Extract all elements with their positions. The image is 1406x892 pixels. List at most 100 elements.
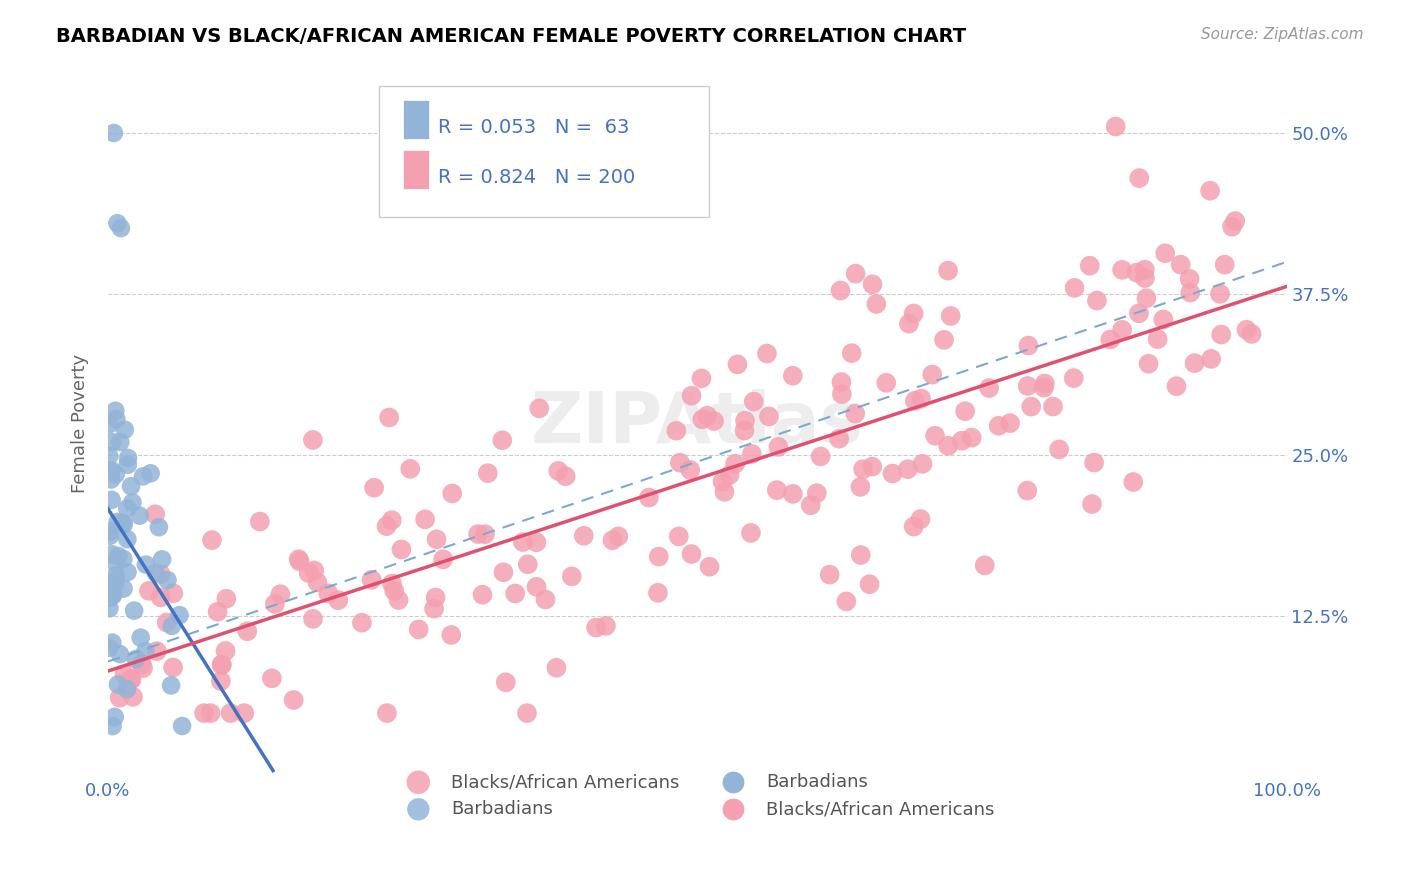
Barbadians <box>98 640 121 655</box>
Blacks/African Americans <box>132 661 155 675</box>
Barbadians <box>103 126 125 140</box>
Blacks/African Americans <box>1085 293 1108 308</box>
Blacks/African Americans <box>288 554 311 568</box>
Blacks/African Americans <box>381 513 404 527</box>
Blacks/African Americans <box>699 559 721 574</box>
Blacks/African Americans <box>1199 184 1222 198</box>
Blacks/African Americans <box>768 440 790 454</box>
Blacks/African Americans <box>249 515 271 529</box>
Blacks/African Americans <box>201 533 224 548</box>
Blacks/African Americans <box>932 333 955 347</box>
Blacks/African Americans <box>1133 271 1156 285</box>
Blacks/African Americans <box>381 576 404 591</box>
Blacks/African Americans <box>143 508 166 522</box>
Blacks/African Americans <box>503 586 526 600</box>
Blacks/African Americans <box>120 672 142 686</box>
Barbadians <box>98 463 121 477</box>
Blacks/African Americans <box>526 535 548 549</box>
Blacks/African Americans <box>953 404 976 418</box>
Blacks/African Americans <box>350 615 373 630</box>
Blacks/African Americans <box>818 567 841 582</box>
Barbadians <box>128 508 150 523</box>
Blacks/African Americans <box>1220 219 1243 234</box>
Barbadians <box>115 682 138 697</box>
Blacks/African Americans <box>669 456 692 470</box>
Barbadians <box>107 677 129 691</box>
Barbadians <box>101 719 124 733</box>
Blacks/African Americans <box>1033 376 1056 391</box>
Barbadians <box>101 635 124 649</box>
Blacks/African Americans <box>858 577 880 591</box>
Blacks/African Americans <box>910 392 932 406</box>
Blacks/African Americans <box>1236 323 1258 337</box>
Blacks/African Americans <box>724 457 747 471</box>
Blacks/African Americans <box>1099 333 1122 347</box>
Blacks/African Americans <box>391 542 413 557</box>
Blacks/African Americans <box>828 432 851 446</box>
Blacks/African Americans <box>734 414 756 428</box>
Blacks/African Americans <box>413 512 436 526</box>
Blacks/African Americans <box>665 424 688 438</box>
Blacks/African Americans <box>904 393 927 408</box>
Blacks/African Americans <box>1063 281 1085 295</box>
Barbadians <box>172 719 194 733</box>
Blacks/African Americans <box>1017 483 1039 498</box>
Barbadians <box>103 578 125 592</box>
Text: ZIPAtlas: ZIPAtlas <box>531 389 863 458</box>
Blacks/African Americans <box>595 619 617 633</box>
Blacks/African Americans <box>998 416 1021 430</box>
Blacks/African Americans <box>387 593 409 607</box>
Blacks/African Americans <box>399 462 422 476</box>
Barbadians <box>111 516 134 530</box>
Blacks/African Americans <box>782 368 804 383</box>
Blacks/African Americans <box>692 412 714 426</box>
Blacks/African Americans <box>696 409 718 423</box>
Blacks/African Americans <box>977 381 1000 395</box>
Blacks/African Americans <box>328 593 350 607</box>
Blacks/African Americans <box>149 591 172 605</box>
Barbadians <box>98 591 121 605</box>
Blacks/African Americans <box>1184 356 1206 370</box>
Barbadians <box>117 565 139 579</box>
Blacks/African Americans <box>474 527 496 541</box>
Blacks/African Americans <box>681 389 703 403</box>
Blacks/African Americans <box>852 462 875 476</box>
Blacks/African Americans <box>495 675 517 690</box>
Blacks/African Americans <box>425 591 447 605</box>
Barbadians <box>120 479 142 493</box>
Barbadians <box>107 549 129 563</box>
Blacks/African Americans <box>1032 381 1054 395</box>
Barbadians <box>107 515 129 529</box>
Blacks/African Americans <box>1083 456 1105 470</box>
Barbadians <box>105 412 128 426</box>
Blacks/African Americans <box>236 624 259 639</box>
Barbadians <box>108 647 131 661</box>
Blacks/African Americans <box>845 267 868 281</box>
Blacks/African Americans <box>648 549 671 564</box>
Blacks/African Americans <box>302 612 325 626</box>
Blacks/African Americans <box>471 588 494 602</box>
Blacks/African Americans <box>1111 263 1133 277</box>
Y-axis label: Female Poverty: Female Poverty <box>72 353 89 492</box>
Blacks/African Americans <box>831 387 853 401</box>
Blacks/African Americans <box>432 552 454 566</box>
Blacks/African Americans <box>1225 214 1247 228</box>
Blacks/African Americans <box>897 317 920 331</box>
Text: R = 0.053   N =  63: R = 0.053 N = 63 <box>439 118 630 137</box>
Text: BARBADIAN VS BLACK/AFRICAN AMERICAN FEMALE POVERTY CORRELATION CHART: BARBADIAN VS BLACK/AFRICAN AMERICAN FEMA… <box>56 27 966 45</box>
Blacks/African Americans <box>733 424 755 438</box>
Blacks/African Americans <box>211 657 233 672</box>
Blacks/African Americans <box>727 357 749 371</box>
Blacks/African Americans <box>283 693 305 707</box>
Blacks/African Americans <box>307 575 329 590</box>
Blacks/African Americans <box>849 548 872 562</box>
Barbadians <box>169 608 191 623</box>
Blacks/African Americans <box>973 558 995 573</box>
Blacks/African Americans <box>638 491 661 505</box>
Blacks/African Americans <box>690 371 713 385</box>
Blacks/African Americans <box>810 450 832 464</box>
Blacks/African Americans <box>960 431 983 445</box>
Barbadians <box>101 547 124 561</box>
Blacks/African Americans <box>382 583 405 598</box>
Blacks/African Americans <box>1063 371 1085 385</box>
